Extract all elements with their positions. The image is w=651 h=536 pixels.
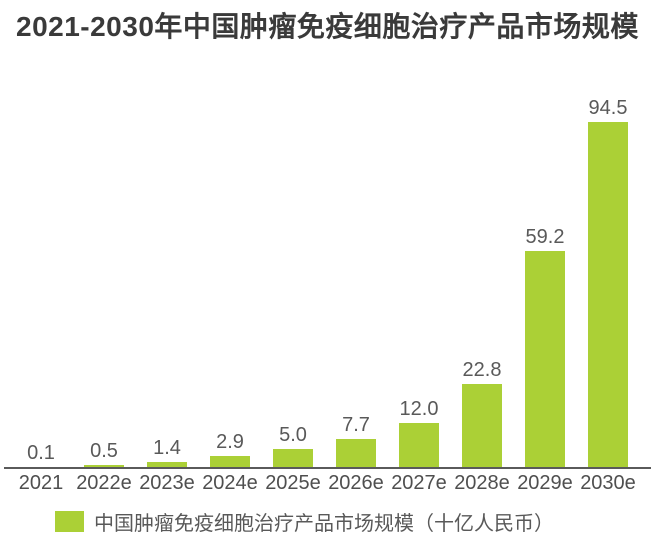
bar-2025e	[273, 449, 313, 467]
bar-value-label: 22.8	[462, 359, 502, 381]
bar-value-label: 94.5	[588, 97, 628, 119]
x-axis-tick-label: 2028e	[454, 472, 510, 494]
legend-label: 中国肿瘤免疫细胞治疗产品市场规模（十亿人民币）	[94, 513, 554, 535]
bar-value-label: 0.1	[27, 442, 55, 464]
x-axis-tick-label: 2026e	[328, 472, 384, 494]
x-axis-tick-label: 2022e	[76, 472, 132, 494]
bar-2026e	[336, 439, 376, 467]
bar-value-label: 5.0	[279, 424, 307, 446]
bar-2029e	[525, 251, 565, 467]
bar-2023e	[147, 462, 187, 467]
x-axis-tick-label: 2029e	[517, 472, 573, 494]
chart-title: 2021-2030年中国肿瘤免疫细胞治疗产品市场规模	[16, 11, 639, 42]
x-axis-tick-label: 2023e	[139, 472, 195, 494]
bar-value-label: 7.7	[342, 414, 370, 436]
x-axis-line	[4, 467, 651, 469]
bar-value-label: 2.9	[216, 431, 244, 453]
x-axis-tick-label: 2030e	[580, 472, 636, 494]
x-axis-tick-label: 2027e	[391, 472, 447, 494]
bar-value-label: 12.0	[399, 398, 439, 420]
bar-2030e	[588, 122, 628, 467]
bar-value-label: 0.5	[90, 440, 118, 462]
x-axis-tick-label: 2024e	[202, 472, 258, 494]
x-axis-tick-label: 2025e	[265, 472, 321, 494]
legend-swatch-icon	[55, 511, 84, 532]
chart-legend: 中国肿瘤免疫细胞治疗产品市场规模（十亿人民币）	[55, 507, 554, 536]
bar-2027e	[399, 423, 439, 467]
bar-2022e	[84, 465, 124, 467]
bar-value-label: 59.2	[525, 226, 565, 248]
bar-2024e	[210, 456, 250, 467]
bar-value-label: 1.4	[153, 437, 181, 459]
bar-2028e	[462, 384, 502, 467]
x-axis-tick-label: 2021	[18, 472, 64, 494]
